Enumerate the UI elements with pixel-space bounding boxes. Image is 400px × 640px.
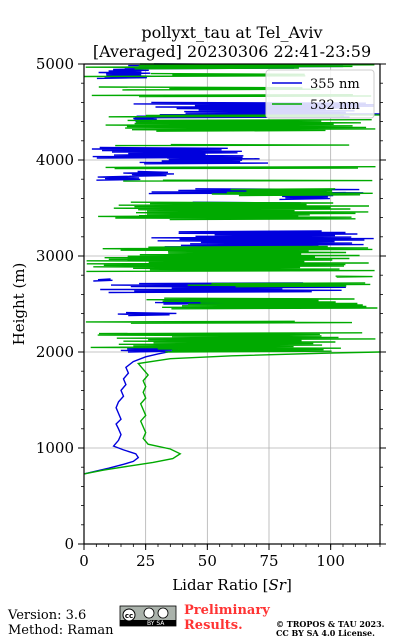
series-noise [85, 63, 375, 70]
footer: Version: 3.6 Method: Raman cc BY SA Prel… [7, 603, 385, 638]
series-noise [91, 94, 372, 98]
series-noise [96, 175, 141, 181]
y-tick-label: 5000 [36, 55, 74, 73]
legend: 355 nm 532 nm [265, 69, 375, 119]
series-noise [335, 275, 373, 278]
series-noise [123, 170, 175, 177]
series-noise [108, 114, 380, 118]
license-line2: CC BY SA 4.0 License. [276, 628, 375, 638]
svg-text:cc: cc [125, 612, 133, 620]
series-noise [146, 297, 378, 310]
license-line1: © TROPOS & TAU 2023. [276, 619, 385, 629]
chart-title-line1: pollyxt_tau at Tel_Aviv [141, 23, 322, 42]
version-text: Version: 3.6 [7, 608, 86, 623]
cc-by-sa-icon: cc BY SA [119, 605, 177, 627]
x-axis-label-unit: Sr [269, 576, 287, 594]
series-noise [86, 245, 375, 273]
preliminary-line2: Results. [184, 618, 243, 633]
series-noise [187, 282, 371, 288]
series-noise [211, 188, 373, 197]
series-noise [93, 278, 113, 282]
series-line [83, 351, 381, 475]
series-noise [85, 320, 353, 324]
legend-box [265, 69, 375, 119]
series-noise [139, 157, 269, 165]
y-tick-label: 0 [64, 535, 74, 553]
series-noise [123, 179, 373, 182]
legend-label-355: 355 nm [310, 77, 360, 92]
series-noise [115, 143, 350, 147]
y-tick-label: 3000 [36, 247, 74, 265]
axes [78, 63, 386, 550]
series-noise [113, 201, 370, 217]
x-tick-label: 100 [316, 552, 345, 570]
y-tick-label: 2000 [36, 343, 74, 361]
series-noise [105, 119, 376, 132]
y-tick-label: 1000 [36, 439, 74, 457]
series-noise [84, 72, 306, 78]
y-axis-label: Height (m) [10, 263, 28, 346]
series-noise [91, 146, 244, 159]
series-noise [151, 230, 374, 249]
x-tick-label: 75 [259, 552, 278, 570]
series-noise [90, 332, 376, 353]
x-axis-label: Lidar Ratio [Sr] [172, 576, 292, 594]
method-text: Method: Raman [8, 623, 114, 638]
x-axis-label-text: Lidar Ratio [ [172, 576, 268, 594]
x-axis-label-end: ] [286, 576, 292, 594]
series-noise [117, 311, 177, 317]
x-tick-label: 0 [79, 552, 89, 570]
x-tick-label: 50 [198, 552, 217, 570]
preliminary-line1: Preliminary [184, 603, 270, 618]
cc-badge-text: BY SA [147, 620, 165, 627]
chart-title-line2: [Averaged] 20230306 22:41-23:59 [93, 42, 371, 61]
legend-label-532: 532 nm [310, 98, 360, 113]
series-532 [83, 63, 381, 475]
series-noise [98, 86, 321, 91]
y-tick-label: 4000 [36, 151, 74, 169]
x-tick-label: 25 [136, 552, 155, 570]
series-group [83, 63, 381, 475]
series-line [83, 351, 169, 475]
series-noise [105, 166, 376, 170]
series-noise [98, 215, 356, 221]
